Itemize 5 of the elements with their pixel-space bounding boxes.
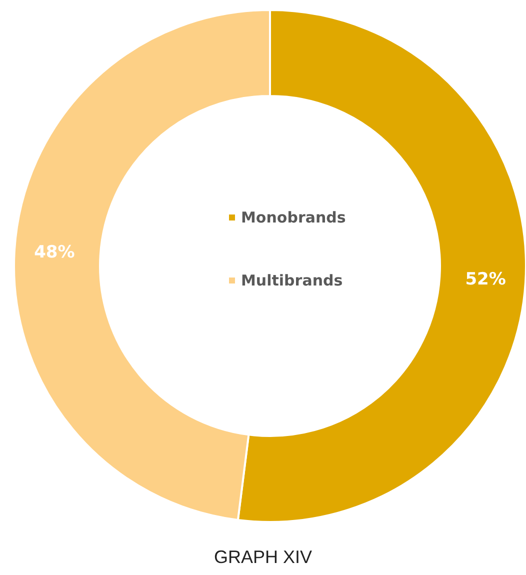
text: GRAPH XIV [214, 547, 312, 567]
data-label: 52% [465, 270, 506, 290]
legend-label: Monobrands [241, 208, 346, 226]
data-label: 48% [34, 242, 75, 262]
legend-label: Multibrands [241, 272, 343, 290]
